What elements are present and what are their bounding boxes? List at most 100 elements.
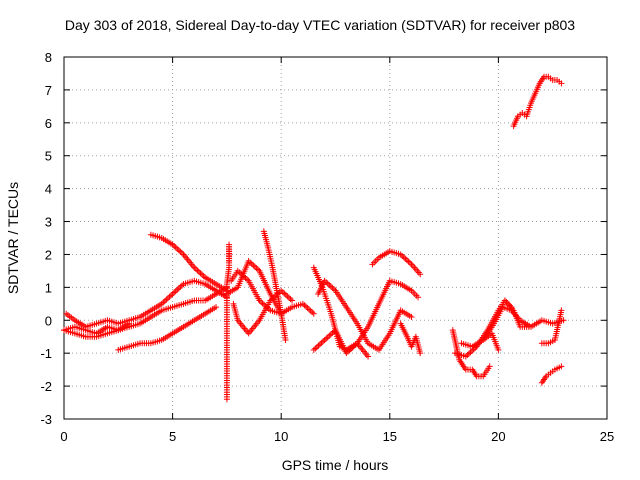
data-point (316, 341, 323, 348)
y-tick-label: 5 (45, 149, 52, 164)
data-point (323, 335, 330, 342)
y-tick-label: 3 (45, 215, 52, 230)
data-point (310, 310, 317, 317)
data-point (197, 270, 204, 277)
data-point (287, 296, 294, 303)
data-point (278, 310, 285, 317)
data-point (251, 263, 258, 270)
data-point (166, 293, 173, 300)
y-tick-label: -2 (40, 379, 52, 394)
x-tick-label: 25 (600, 429, 614, 444)
data-point (320, 338, 327, 345)
chart-title: Day 303 of 2018, Sidereal Day-to-day VTE… (65, 17, 575, 33)
x-tick-label: 0 (60, 429, 67, 444)
data-points (61, 73, 567, 403)
data-point (486, 363, 493, 370)
data-point (174, 286, 181, 293)
y-tick-label: 7 (45, 83, 52, 98)
y-tick-label: 8 (45, 50, 52, 65)
y-tick-label: 1 (45, 280, 52, 295)
data-point (329, 284, 336, 291)
x-tick-label: 15 (383, 429, 397, 444)
data-point (400, 254, 407, 261)
data-point (464, 352, 471, 359)
data-point (285, 294, 292, 301)
y-tick-label: -3 (40, 412, 52, 427)
data-point (495, 346, 502, 353)
data-point (172, 288, 179, 295)
data-point (169, 290, 176, 297)
data-point (326, 332, 333, 339)
data-point (405, 258, 412, 265)
data-point (304, 305, 311, 312)
data-point (284, 293, 291, 300)
data-point (560, 317, 567, 324)
data-point (161, 297, 168, 304)
data-point (307, 307, 314, 314)
data-point (175, 285, 182, 292)
data-point (558, 307, 565, 314)
data-point (467, 349, 474, 356)
data-point (226, 258, 233, 265)
y-tick-label: 4 (45, 182, 52, 197)
data-point (281, 290, 288, 297)
data-point (406, 259, 413, 266)
data-point (175, 247, 182, 254)
data-point (303, 303, 310, 310)
y-tick-label: 2 (45, 247, 52, 262)
data-point (172, 244, 179, 251)
data-point (194, 267, 201, 274)
data-point (289, 297, 296, 304)
data-point (321, 337, 328, 344)
data-point (310, 346, 317, 353)
data-point (163, 296, 170, 303)
data-point (301, 302, 308, 309)
axis-ticks: 0 5 10 15 20 25 -3 -2 -1 0 1 2 3 4 5 6 7 8 (40, 50, 614, 444)
y-tick-label: 6 (45, 116, 52, 131)
data-point (417, 350, 424, 357)
data-point (525, 323, 532, 330)
data-point (365, 353, 372, 360)
data-point (192, 266, 199, 273)
x-tick-label: 10 (274, 429, 288, 444)
data-point (313, 344, 320, 351)
data-point (199, 271, 206, 278)
data-point (327, 331, 334, 338)
x-tick-label: 5 (169, 429, 176, 444)
data-point (315, 342, 322, 349)
grid (64, 57, 607, 419)
y-tick-label: 0 (45, 313, 52, 328)
data-point (177, 248, 184, 255)
data-point (248, 260, 255, 267)
data-point (408, 313, 415, 320)
data-point (174, 245, 181, 252)
data-point (306, 306, 313, 313)
data-point (178, 250, 185, 257)
data-point (465, 350, 472, 357)
data-point (177, 283, 184, 290)
y-axis-label: SDTVAR / TECUs (5, 182, 21, 294)
data-point (327, 283, 334, 290)
data-point (326, 282, 333, 289)
data-point (259, 300, 266, 307)
data-point (244, 276, 251, 283)
data-point (324, 280, 331, 287)
data-point (415, 294, 422, 301)
data-point (282, 291, 289, 298)
data-point (403, 257, 410, 264)
data-point (309, 309, 316, 316)
data-point (126, 320, 133, 327)
data-point (168, 292, 175, 299)
data-point (558, 80, 565, 87)
data-point (164, 295, 171, 302)
data-point (258, 298, 265, 305)
y-tick-label: -1 (40, 346, 52, 361)
data-point (279, 289, 286, 296)
data-point (171, 289, 178, 296)
data-point (318, 339, 325, 346)
data-point (312, 345, 319, 352)
data-point (282, 337, 289, 344)
plot-frame (63, 56, 608, 420)
data-point (250, 262, 257, 269)
